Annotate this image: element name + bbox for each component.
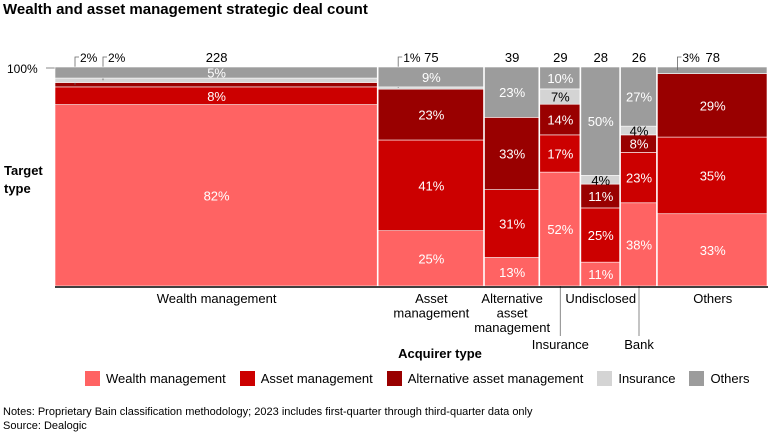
segment-label: 5% [207,66,226,81]
y-axis-label: Target [4,163,43,178]
x-tick-label: Others [693,291,733,306]
bar-segment [539,171,581,287]
bar-segment [539,103,581,136]
bar-segment [484,189,540,258]
notes-text: Notes: Proprietary Bain classification m… [3,406,533,418]
legend: Wealth management Asset management Alter… [85,371,749,386]
segment-label: 14% [547,113,573,128]
bar-segment [580,66,620,176]
legend-swatch [239,371,255,386]
callout-label: 3% [682,51,700,65]
y-axis-label: type [4,181,31,196]
segment-label: 4% [591,173,610,188]
bar-segment [657,136,768,215]
bar-segment [484,257,540,287]
bar-segment [657,66,768,74]
callout-label: 2% [80,51,98,65]
column-count-label: 29 [553,50,567,65]
bar-segment [377,66,484,88]
column-count-label: 39 [505,50,519,65]
segment-label: 50% [588,114,614,129]
bar-segment [377,230,484,287]
segment-label: 13% [499,265,525,280]
marimekko-chart: 100% Target type Acquirer type 82% 8% 2% 2% 5%22… [4,50,768,361]
segment-label: 23% [418,108,444,123]
x-tick-label: asset [497,306,528,321]
callout-line [677,56,682,71]
segment-label: 52% [547,222,573,237]
bar-segment [377,139,484,231]
legend-item: Others [689,371,749,386]
callout-label: 1% [403,51,421,65]
segment-label: 17% [547,147,573,162]
bar-segment [539,66,581,90]
x-axis-label: Acquirer type [398,346,482,361]
bar-segment [54,82,378,88]
segment-label: 8% [207,89,226,104]
legend-swatch [597,371,613,386]
legend-swatch [386,371,402,386]
legend-item: Alternative asset management [386,371,584,386]
x-tick-label: Bank [624,337,654,352]
segment-label: 23% [626,171,652,186]
column-count-label: 78 [705,50,719,65]
segment-label: 31% [499,217,525,232]
legend-label: Others [710,371,750,386]
segment-label: 8% [630,137,649,152]
segment-label: 9% [422,70,441,85]
legend-label: Asset management [260,371,373,386]
x-tick-label: Asset [415,291,448,306]
segment-label: 11% [588,189,613,204]
x-tick-label: Alternative [481,291,542,306]
legend-item: Wealth management [85,371,226,386]
callout-label: 2% [108,51,126,65]
segment-label: 25% [588,228,614,243]
segment-label: 7% [551,90,570,105]
bar-segment [580,207,620,263]
segment-label: 33% [700,243,726,258]
segment-label: 38% [626,237,652,252]
legend-item: Asset management [239,371,373,386]
segment-label: 35% [700,168,726,183]
legend-swatch [85,371,100,386]
segment-label: 33% [499,147,525,162]
x-tick-label: Wealth management [157,291,277,306]
x-tick-label: management [474,320,550,335]
legend-label: Insurance [618,371,676,386]
segment-label: 10% [547,71,573,86]
segment-label: 4% [630,124,649,139]
chart-title: Wealth and asset management strategic de… [3,1,368,18]
segment-label: 27% [626,90,652,105]
segment-label: 41% [418,178,444,193]
legend-swatch [689,371,705,386]
column-count-label: 228 [206,50,228,65]
bar-segment [54,104,378,287]
segment-label: 25% [418,251,444,266]
column-count-label: 26 [632,50,646,65]
segment-label: 82% [204,188,230,203]
bar-segment [377,88,484,141]
bar-segment [377,86,484,90]
legend-item: Insurance [597,371,675,386]
source-text: Source: Dealogic [3,420,87,432]
segment-label: 23% [499,85,525,100]
bar-segment [539,134,581,173]
column-count-label: 75 [424,50,438,65]
notes: Notes: Proprietary Bain classification m… [3,405,533,433]
bar-segment [620,66,657,127]
legend-label: Wealth management [106,371,226,386]
x-tick-label: management [393,306,469,321]
bar-segment [657,73,768,138]
bar-segment [54,66,378,79]
x-tick-label: Insurance [532,337,589,352]
legend-label: Alternative asset management [407,371,584,386]
bar-segment [657,213,768,287]
y-tick-label: 100% [7,62,38,76]
segment-label: 11% [588,267,613,282]
column-count-label: 28 [594,50,608,65]
bar-segment [620,152,657,204]
segment-label: 29% [700,98,726,113]
bar-segment [484,66,540,118]
x-tick-label: Undisclosed [565,291,636,306]
